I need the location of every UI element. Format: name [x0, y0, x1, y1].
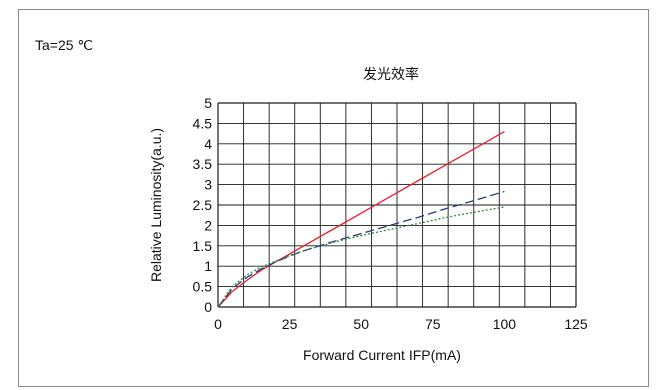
- x-tick-label: 0: [214, 316, 222, 332]
- series-line-dashed: [217, 190, 505, 308]
- x-axis-label: Forward Current IFP(mA): [303, 347, 461, 363]
- y-tick-label: 5: [204, 95, 212, 111]
- x-tick-label: 25: [282, 316, 298, 332]
- condition-label: Ta=25 ℃: [35, 37, 94, 53]
- chart-title: 发光效率: [363, 66, 419, 83]
- series-lines: [217, 131, 505, 308]
- y-tick-label: 0.5: [193, 279, 213, 295]
- y-tick-label: 2: [204, 217, 212, 233]
- x-tick-label: 50: [353, 316, 369, 332]
- y-tick-label: 1.5: [193, 238, 213, 254]
- tick-labels: 00.511.522.533.544.550 25 50 75 100 125: [193, 95, 588, 332]
- x-tick-label: 75: [425, 316, 441, 332]
- chart-svg: 发光效率 00.511.522.533.544.550 25 50 75 100 125 …: [148, 66, 588, 363]
- y-tick-label: 1: [204, 258, 212, 274]
- grid: [217, 102, 577, 308]
- series-line-solid: [217, 131, 505, 308]
- y-tick-label: 0: [204, 299, 212, 315]
- y-tick-label: 3: [204, 177, 212, 193]
- series-line-dotted: [217, 206, 505, 308]
- chart-frame: Ta=25 ℃ 发光效率 0 0.5 1 1.5 2 2.5 3 3.5 4 4.5 5 0 25 50 7…: [18, 9, 649, 387]
- y-tick-label: 4.5: [193, 115, 213, 131]
- y-axis-label: Relative Luminosity(a.u.): [148, 128, 164, 282]
- y-tick-label: 3.5: [193, 156, 213, 172]
- y-tick-label: 4: [204, 136, 212, 152]
- y-tick-label: 2.5: [193, 197, 213, 213]
- x-tick-label: 125: [564, 316, 588, 332]
- x-tick-label: 100: [493, 316, 517, 332]
